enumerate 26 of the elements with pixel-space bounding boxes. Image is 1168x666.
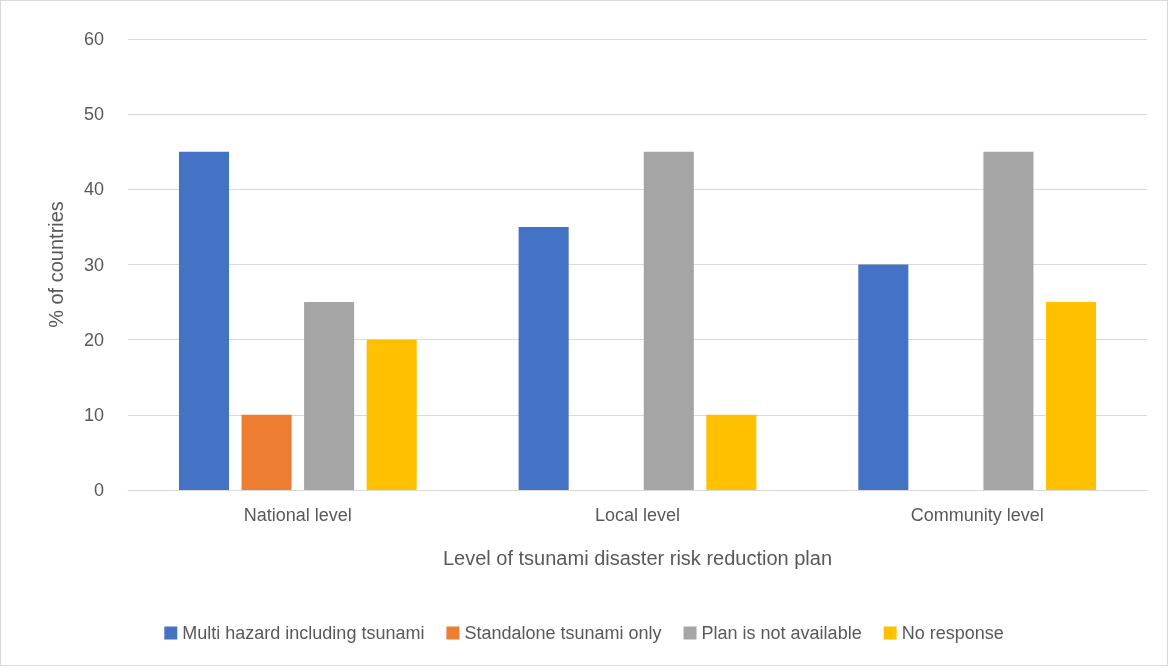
legend-label: Multi hazard including tsunami <box>182 623 425 643</box>
y-tick-label: 30 <box>83 254 104 275</box>
y-tick-label: 40 <box>83 179 104 200</box>
bar <box>518 226 569 490</box>
x-axis-title: Level of tsunami disaster risk reduction plan <box>442 547 833 569</box>
bar <box>304 302 355 490</box>
y-axis-title: % of countries <box>45 201 67 328</box>
bar <box>643 151 694 490</box>
y-tick-label: 60 <box>83 29 104 49</box>
x-tick-label: Local level <box>594 505 681 525</box>
x-tick-label: Community level <box>910 505 1044 525</box>
y-tick-label: 50 <box>83 104 104 125</box>
bar <box>983 151 1034 490</box>
legend-label: Standalone tsunami only <box>464 623 662 643</box>
bar <box>858 264 909 490</box>
y-tick-label: 0 <box>93 480 104 500</box>
y-tick-label: 20 <box>83 329 104 350</box>
legend-label: No response <box>901 623 1004 643</box>
bar <box>706 414 757 490</box>
bar <box>366 339 417 490</box>
bar <box>241 414 292 490</box>
bar <box>1045 302 1097 490</box>
legend-label: Plan is not available <box>701 623 862 643</box>
x-tick-label: National level <box>243 505 352 525</box>
y-tick-label: 10 <box>83 404 104 425</box>
bar <box>178 151 230 490</box>
